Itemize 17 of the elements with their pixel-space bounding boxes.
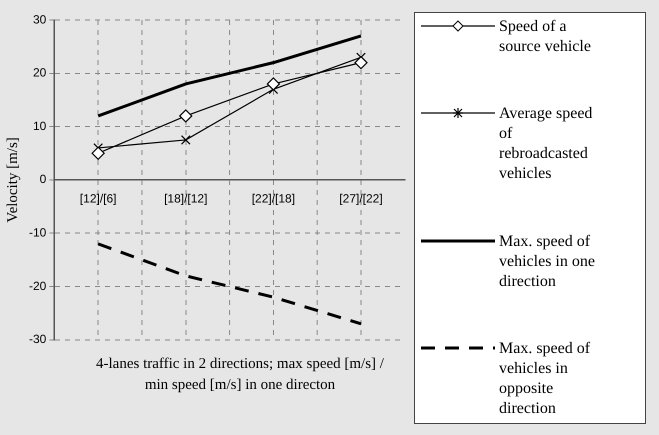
y-tick-label: -20 xyxy=(29,278,47,293)
y-tick-label: 20 xyxy=(32,66,47,80)
y-axis-title: Velocity [m/s] xyxy=(4,137,21,223)
x-tick-label: [27]/[22] xyxy=(339,191,383,206)
x-tick-label: [22]/[18] xyxy=(252,191,296,206)
x-tick-label: [12]/[6] xyxy=(80,191,116,206)
y-tick-label: 30 xyxy=(32,12,47,26)
y-tick-label: 10 xyxy=(32,118,47,133)
y-tick-label: -10 xyxy=(29,226,47,240)
legend-label: Max. speed of vehicles in one direction xyxy=(499,232,596,292)
x-tick-label: [18]/[12] xyxy=(164,191,208,206)
y-tick-label: 0 xyxy=(40,172,47,186)
legend-label: Average speed of rebroadcasted vehicles xyxy=(499,104,594,184)
legend-label: Speed of a source vehicle xyxy=(499,17,592,57)
y-tick-label: -30 xyxy=(29,332,47,346)
legend-label: Max. speed of vehicles in opposite direction xyxy=(499,338,592,419)
x-axis-title: 4-lanes traffic in 2 directions; max speed [m/s] / min speed [m/s] in one directon xyxy=(95,355,385,395)
